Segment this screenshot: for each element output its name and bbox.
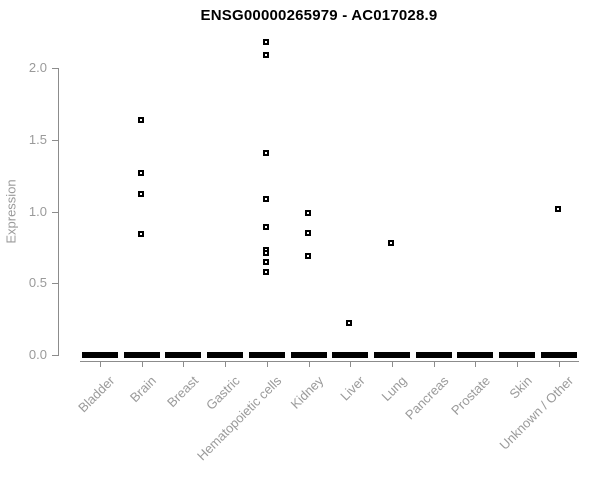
data-point [262, 268, 269, 275]
x-tick-label: Kidney [287, 373, 327, 412]
x-tick [350, 361, 352, 367]
data-point [137, 191, 144, 198]
zero-cluster-dash [332, 352, 369, 358]
zero-cluster-dash [540, 352, 577, 358]
x-tick [141, 361, 143, 367]
y-tick [52, 68, 58, 69]
data-point [304, 230, 311, 237]
data-point [554, 205, 561, 212]
x-tick [225, 361, 227, 367]
data-point [262, 224, 269, 231]
zero-cluster-dash [207, 352, 244, 358]
y-tick [52, 139, 58, 141]
y-tick-label: 1.5 [28, 131, 47, 147]
zero-cluster-dash [373, 352, 410, 358]
x-tick [183, 361, 185, 367]
x-tick [475, 361, 477, 367]
x-tick-label: Brain [127, 373, 160, 406]
data-point [137, 231, 144, 238]
y-tick [52, 355, 58, 356]
data-point [346, 320, 353, 327]
data-point [304, 252, 311, 259]
x-tick-label: Unknown / Other [496, 373, 577, 453]
y-tick-label: 1.0 [28, 203, 47, 219]
data-point [262, 258, 269, 265]
zero-cluster-dash [457, 352, 494, 358]
zero-cluster-dash [290, 352, 327, 358]
data-point [262, 52, 269, 59]
data-point [262, 149, 269, 156]
y-tick-label: 2.0 [28, 60, 47, 75]
data-point [262, 195, 269, 202]
x-tick-label: Gastric [202, 373, 243, 413]
data-point [137, 116, 144, 123]
x-tick [308, 361, 310, 367]
data-point [387, 240, 394, 247]
x-tick-label: Breast [163, 373, 202, 411]
x-tick [433, 361, 435, 367]
x-tick-label: Pancreas [401, 373, 452, 423]
zero-cluster-dash [123, 352, 160, 358]
x-tick-label: Lung [378, 373, 410, 405]
data-point [304, 209, 311, 216]
x-tick [517, 361, 518, 367]
x-tick [266, 361, 268, 367]
zero-cluster-dash [415, 352, 452, 358]
x-tick-label: Liver [337, 373, 368, 404]
y-tick [52, 283, 58, 285]
y-tick [52, 211, 58, 213]
x-tick-label: Skin [506, 373, 535, 402]
y-tick-label: 0.0 [28, 347, 47, 362]
zero-cluster-dash [165, 352, 202, 358]
y-axis-line [58, 68, 59, 356]
zero-cluster-dash [82, 352, 118, 358]
x-tick [100, 361, 101, 367]
chart-title: ENSG00000265979 - AC017028.9 [200, 7, 438, 24]
x-tick [391, 361, 393, 367]
zero-cluster-dash [248, 352, 285, 358]
x-tick [558, 361, 560, 367]
data-point [262, 250, 269, 257]
zero-cluster-dash [499, 352, 535, 358]
y-tick-label: 0.5 [28, 275, 47, 291]
data-point [262, 39, 269, 46]
x-tick-label: Prostate [448, 373, 493, 418]
data-point [137, 169, 144, 176]
x-axis-line [80, 361, 579, 362]
x-tick-label: Bladder [75, 373, 118, 416]
